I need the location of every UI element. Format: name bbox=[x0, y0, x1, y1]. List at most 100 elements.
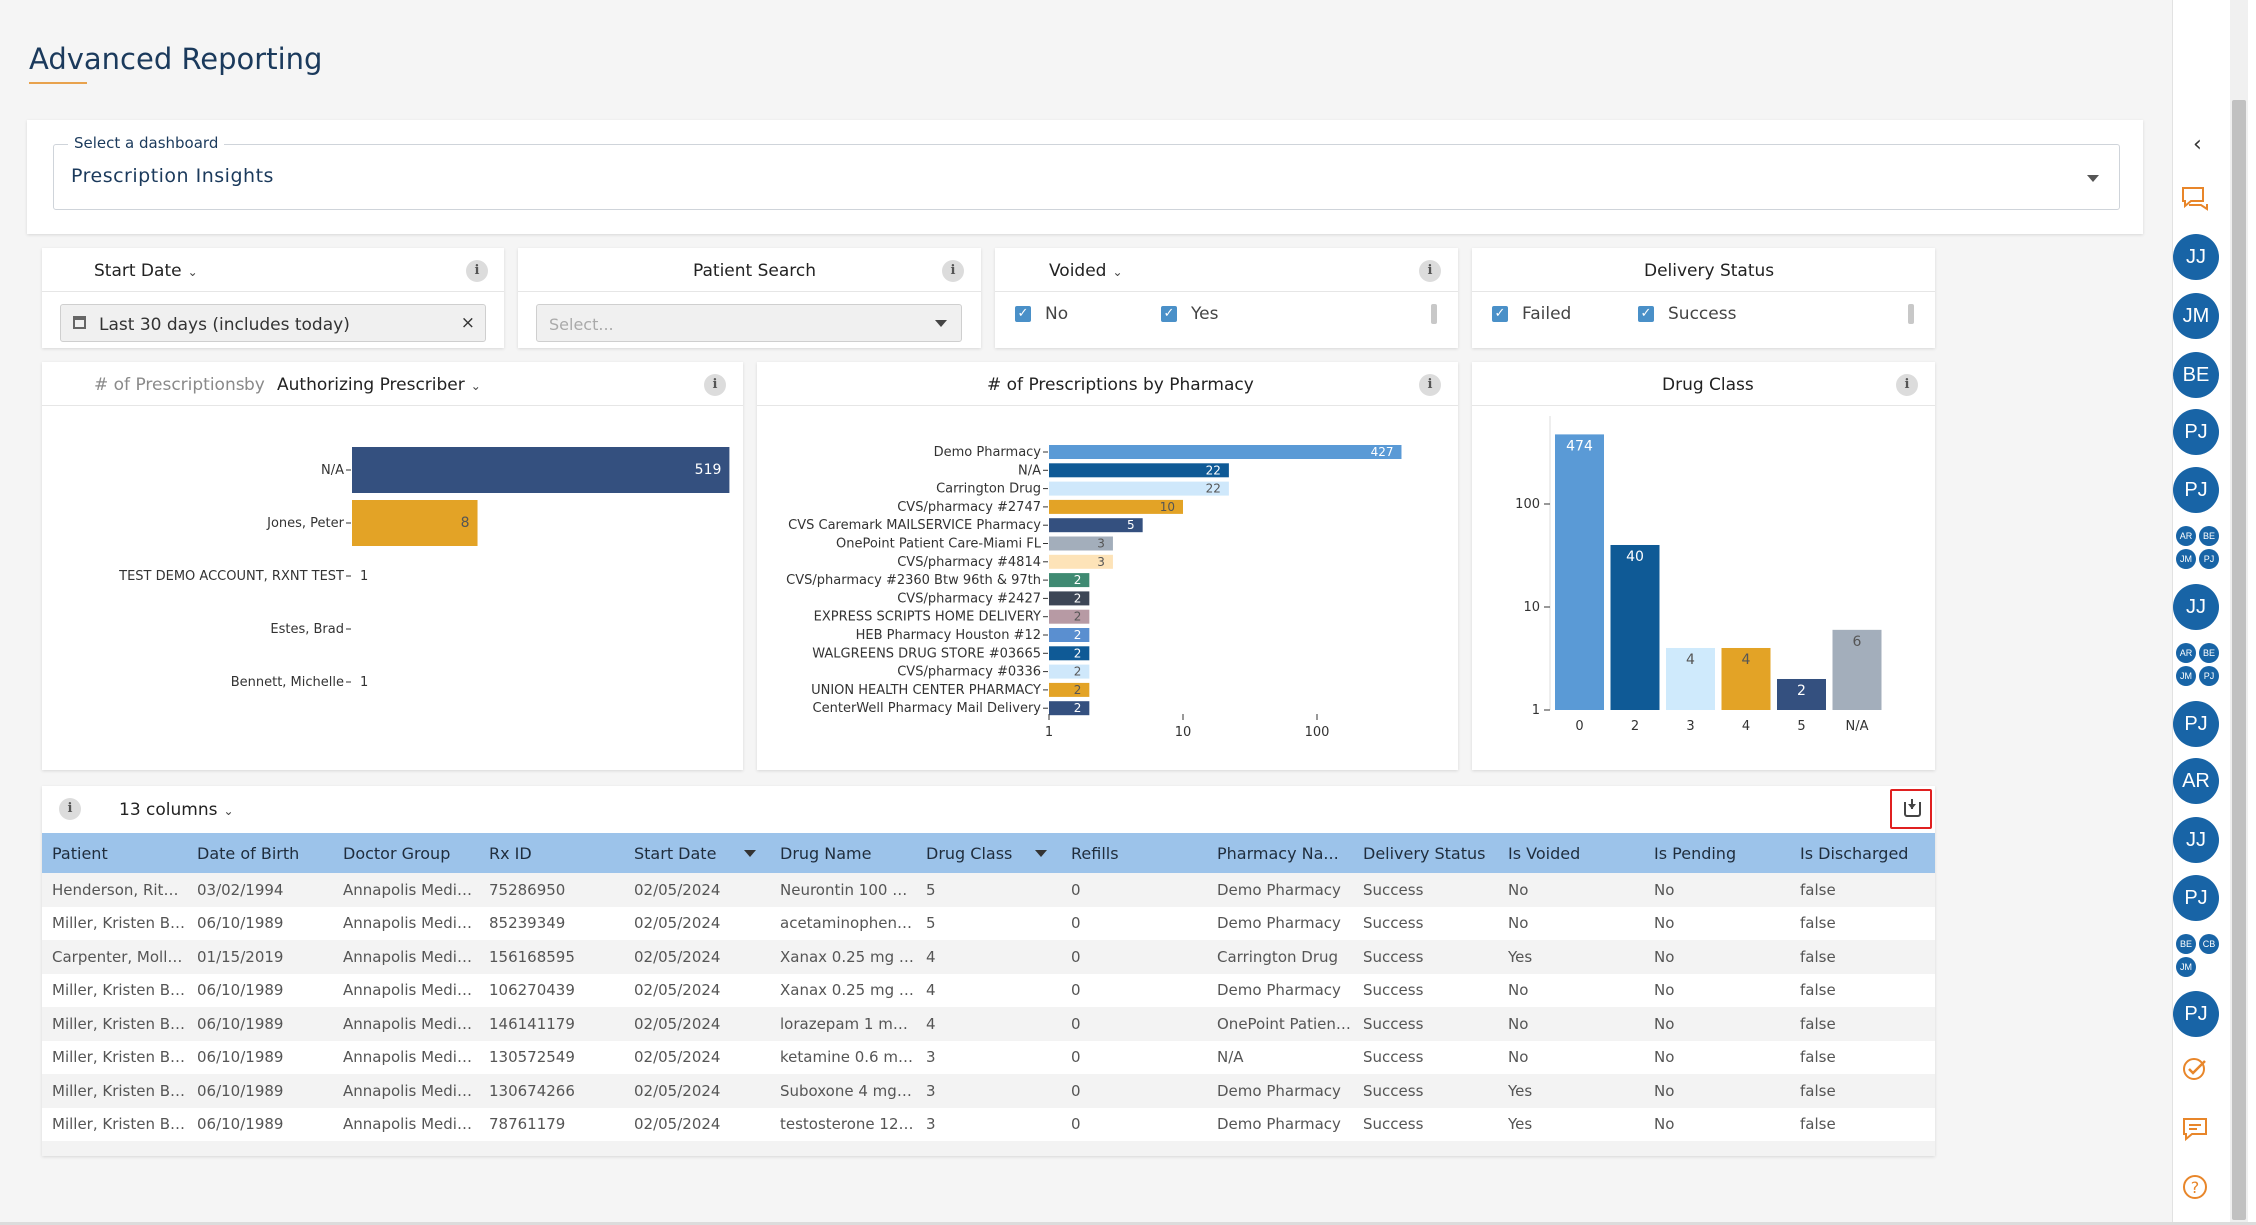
user-avatar[interactable]: PJ bbox=[2173, 701, 2219, 747]
chevron-down-icon: ⌄ bbox=[187, 265, 198, 279]
export-button[interactable] bbox=[1890, 789, 1932, 829]
date-range-input[interactable]: Last 30 days (includes today) × bbox=[60, 304, 486, 342]
user-avatar[interactable]: BE bbox=[2173, 352, 2219, 398]
voided-option-no[interactable]: ✓ No bbox=[1015, 304, 1068, 324]
pharmacy-chart-title: # of Prescriptions by Pharmacy bbox=[987, 375, 1254, 395]
table-cell: No bbox=[1654, 880, 1675, 899]
table-cell: Carrington Drug bbox=[1217, 947, 1339, 966]
info-icon[interactable]: i bbox=[1896, 374, 1918, 396]
start-date-title[interactable]: Start Date ⌄ bbox=[94, 261, 198, 281]
info-icon[interactable]: i bbox=[1419, 260, 1441, 282]
table-cell: Demo Pharmacy bbox=[1217, 914, 1341, 933]
dashboard-select[interactable]: Select a dashboard Prescription Insights bbox=[53, 134, 2120, 210]
table-cell: Miller, Kristen B: ... bbox=[52, 1081, 187, 1100]
bar bbox=[1049, 536, 1113, 551]
column-header[interactable]: Patient bbox=[52, 843, 108, 863]
group-avatar[interactable]: JM bbox=[2176, 957, 2196, 977]
table-row[interactable]: Miller, Kristen B: ... 06/10/1989 Annapoli… bbox=[42, 1074, 1935, 1108]
chat-bubbles-icon[interactable] bbox=[2180, 184, 2210, 214]
user-avatar[interactable]: PJ bbox=[2173, 875, 2219, 921]
delivery-option-label: Failed bbox=[1522, 304, 1572, 324]
scrollbar[interactable] bbox=[1908, 304, 1914, 324]
scrollbar-thumb[interactable] bbox=[2232, 100, 2246, 1220]
user-avatar[interactable]: JJ bbox=[2173, 584, 2219, 630]
table-row[interactable]: Henderson, Rita :... 03/02/1994 Annapolis … bbox=[42, 873, 1935, 907]
column-header[interactable]: Rx ID bbox=[489, 843, 532, 863]
group-avatar[interactable]: PJ bbox=[2199, 666, 2219, 686]
message-icon[interactable] bbox=[2180, 1114, 2210, 1144]
drug-class-chart-card: Drug Class i 1 10 100 474 0 40 2 4 3 4 4 2 5 6 N/A bbox=[1472, 362, 1935, 770]
user-avatar[interactable]: PJ bbox=[2173, 467, 2219, 513]
column-header[interactable]: Is Voided bbox=[1508, 843, 1581, 863]
delivery-option-success[interactable]: ✓ Success bbox=[1638, 304, 1736, 324]
user-avatar[interactable]: JJ bbox=[2173, 817, 2219, 863]
table-cell: 0 bbox=[1071, 1048, 1081, 1067]
table-cell: Success bbox=[1363, 981, 1424, 1000]
table-row[interactable]: Carpenter, Molly :... 01/15/2019 Annapolis… bbox=[42, 940, 1935, 974]
table-row[interactable]: Miller, Kristen B: ... 06/10/1989 Annapoli… bbox=[42, 1107, 1935, 1141]
check-circle-icon[interactable] bbox=[2180, 1054, 2210, 1084]
columns-button[interactable]: 13 columns ⌄ bbox=[119, 800, 234, 820]
sort-caret-icon[interactable] bbox=[1035, 850, 1047, 857]
table-row[interactable]: Miller, Kristen B: ... 06/10/1989 Annapoli… bbox=[42, 973, 1935, 1007]
table-cell: 5 bbox=[926, 880, 936, 899]
group-avatar[interactable]: AR bbox=[2176, 643, 2196, 663]
column-header[interactable]: Pharmacy Na... bbox=[1217, 843, 1339, 863]
table-row[interactable]: Miller, Kristen B: ... 06/10/1989 Annapoli… bbox=[42, 1040, 1935, 1074]
table-cell: 4 bbox=[926, 981, 936, 1000]
voided-option-yes[interactable]: ✓ Yes bbox=[1161, 304, 1218, 324]
sort-caret-icon[interactable] bbox=[744, 850, 756, 857]
group-avatar[interactable]: PJ bbox=[2199, 549, 2219, 569]
clear-icon[interactable]: × bbox=[460, 313, 475, 333]
column-header[interactable]: Refills bbox=[1071, 843, 1119, 863]
checkbox-checked-icon[interactable]: ✓ bbox=[1161, 306, 1177, 322]
help-icon[interactable]: ? bbox=[2180, 1172, 2210, 1202]
user-avatar[interactable]: JM bbox=[2173, 293, 2219, 339]
bar bbox=[1721, 647, 1771, 710]
user-avatar[interactable]: JJ bbox=[2173, 234, 2219, 280]
table-cell: 06/10/1989 bbox=[197, 981, 284, 1000]
group-avatar[interactable]: CB bbox=[2199, 934, 2219, 954]
group-avatar[interactable]: AR bbox=[2176, 526, 2196, 546]
column-header[interactable]: Start Date bbox=[624, 833, 770, 873]
group-avatar[interactable]: BE bbox=[2199, 526, 2219, 546]
column-header[interactable]: Date of Birth bbox=[197, 843, 300, 863]
group-avatar[interactable]: BE bbox=[2176, 934, 2196, 954]
checkbox-checked-icon[interactable]: ✓ bbox=[1015, 306, 1031, 322]
table-row[interactable]: Miller, Kristen B: ... 06/10/1989 Annapoli… bbox=[42, 906, 1935, 940]
tick-label: 10 bbox=[1175, 725, 1192, 740]
table-cell: 130674266 bbox=[489, 1081, 575, 1100]
group-avatar[interactable]: JM bbox=[2176, 666, 2196, 686]
user-avatar[interactable]: AR bbox=[2173, 758, 2219, 804]
data-label: 22 bbox=[1206, 463, 1221, 477]
column-header[interactable]: Delivery Status bbox=[1363, 843, 1486, 863]
group-avatar[interactable]: BE bbox=[2199, 643, 2219, 663]
column-header[interactable]: Is Discharged bbox=[1800, 843, 1909, 863]
scrollbar[interactable] bbox=[1431, 304, 1437, 324]
patient-search-select[interactable]: Select... bbox=[536, 304, 962, 342]
prescriber-chart-group[interactable]: Authorizing Prescriber ⌄ bbox=[277, 375, 481, 395]
table-row[interactable]: Miller, Kristen B: ... 06/10/1989 Annapoli… bbox=[42, 1007, 1935, 1041]
info-icon[interactable]: i bbox=[59, 798, 81, 820]
group-avatar[interactable]: JM bbox=[2176, 549, 2196, 569]
delivery-option-failed[interactable]: ✓ Failed bbox=[1492, 304, 1571, 324]
table-cell: Demo Pharmacy bbox=[1217, 981, 1341, 1000]
info-icon[interactable]: i bbox=[704, 374, 726, 396]
checkbox-checked-icon[interactable]: ✓ bbox=[1638, 306, 1654, 322]
collapse-chevron-icon[interactable]: ‹ bbox=[2193, 132, 2202, 157]
column-header[interactable]: Doctor Group bbox=[343, 843, 451, 863]
table-cell: 4 bbox=[926, 947, 936, 966]
delivery-option-label: Success bbox=[1668, 304, 1737, 324]
table-row-partial bbox=[42, 1141, 1935, 1156]
column-header[interactable]: Is Pending bbox=[1654, 843, 1737, 863]
user-avatar[interactable]: PJ bbox=[2173, 991, 2219, 1037]
user-avatar[interactable]: PJ bbox=[2173, 409, 2219, 455]
column-header[interactable]: Drug Class bbox=[916, 833, 1061, 873]
voided-title[interactable]: Voided ⌄ bbox=[1049, 261, 1123, 281]
info-icon[interactable]: i bbox=[466, 260, 488, 282]
column-header[interactable]: Drug Name bbox=[780, 843, 872, 863]
info-icon[interactable]: i bbox=[1419, 374, 1441, 396]
info-icon[interactable]: i bbox=[942, 260, 964, 282]
checkbox-checked-icon[interactable]: ✓ bbox=[1492, 306, 1508, 322]
